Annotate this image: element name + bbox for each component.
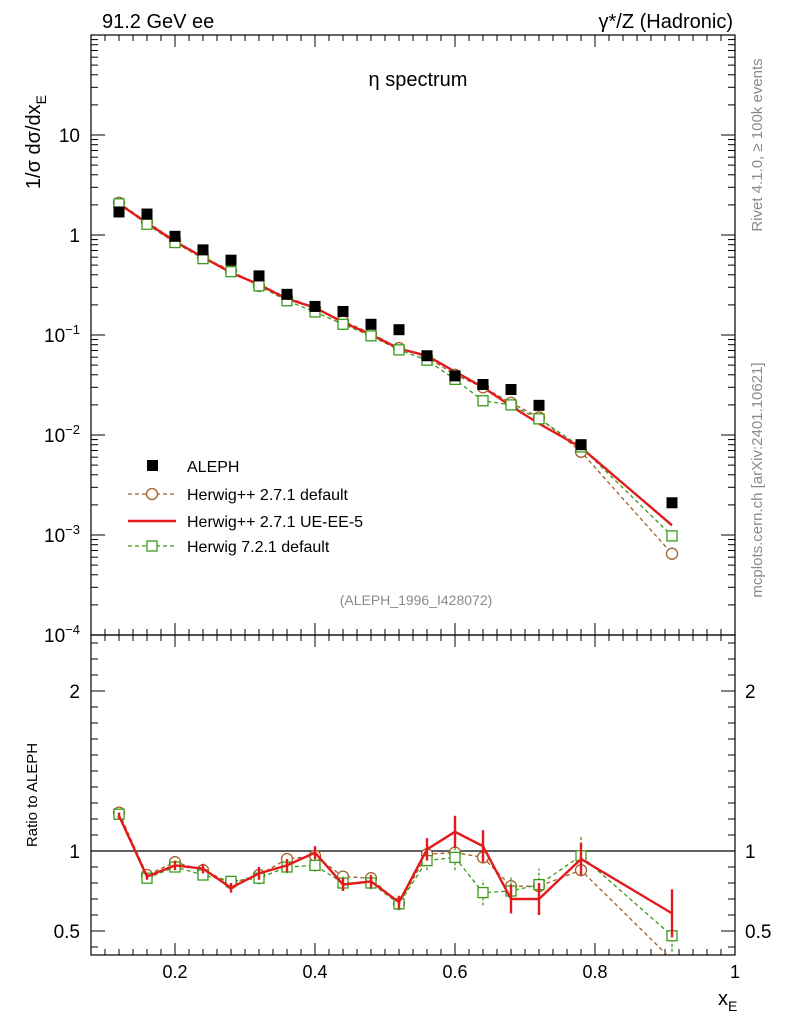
ratio-line-herwigpp_default xyxy=(118,812,669,955)
point-herwig7 xyxy=(225,266,237,278)
ratio-tick-labels: 0.2 0.4 0.6 0.8 10.5 0.51 12 2 xyxy=(54,682,772,982)
point-aleph xyxy=(141,208,153,220)
legend-marker-herwig7 xyxy=(146,540,158,552)
main-y-axis-label: 1/σ dσ/dxE xyxy=(23,95,49,189)
point-aleph xyxy=(281,288,293,300)
main-y-axis-label-text: 1/σ dσ/dxE xyxy=(23,95,49,189)
legend-entry-herwigpp-default: Herwig++ 2.7.1 default xyxy=(128,487,349,504)
y-tick-label: 10−2 xyxy=(44,422,80,447)
point-aleph xyxy=(225,254,237,266)
ratio-point-herwig7 xyxy=(309,859,321,872)
ratio-y-tick-label-right: 2 xyxy=(745,682,756,703)
point-aleph xyxy=(505,384,517,396)
point-aleph xyxy=(477,378,489,390)
ratio-axis-ticks xyxy=(91,635,736,955)
ratio-line-herwigpp_ueee5 xyxy=(117,815,673,915)
legend-entry-herwigpp-ueee5: Herwig++ 2.7.1 UE-EE-5 xyxy=(128,514,363,531)
ratio-y-axis-label: Ratio to ALEPH xyxy=(24,743,41,847)
x-tick-label: 0.6 xyxy=(442,962,467,982)
point-aleph xyxy=(169,230,181,242)
point-herwig7 xyxy=(533,413,545,425)
point-herwig7 xyxy=(141,218,153,230)
point-aleph xyxy=(575,439,587,451)
point-aleph xyxy=(113,206,125,218)
legend-entry-aleph: ALEPH xyxy=(147,459,239,476)
y-tick-label: 10 xyxy=(59,126,80,147)
legend-marker-aleph xyxy=(147,460,158,471)
point-herwig7 xyxy=(393,344,405,356)
ratio-y-tick-label-right: 1 xyxy=(745,842,756,863)
point-aleph xyxy=(533,399,545,411)
ratio-panel-series xyxy=(112,806,678,955)
main-y-tick-labels: 10 1 10−1 10−2 10−3 10−4 xyxy=(44,126,80,647)
ratio-y-tick-label-left: 2 xyxy=(69,682,80,703)
point-aleph xyxy=(253,270,265,282)
header-energy: 91.2 GeV ee xyxy=(102,11,214,33)
mcplots-credit-label: mcplots.cern.ch [arXiv:2401.10621] xyxy=(749,362,766,597)
rivet-version-label: Rivet 4.1.0, ≥ 100k events xyxy=(749,58,766,231)
point-herwig7 xyxy=(477,395,489,407)
point-herwig7 xyxy=(666,530,678,542)
x-tick-label: 0.2 xyxy=(162,962,187,982)
point-aleph xyxy=(666,497,678,509)
point-herwig7 xyxy=(365,330,377,342)
analysis-watermark: (ALEPH_1996_I428072) xyxy=(340,592,493,608)
point-aleph xyxy=(393,324,405,336)
ratio-point-herwig7 xyxy=(449,851,461,864)
legend: ALEPH Herwig++ 2.7.1 default Herwig++ 2.… xyxy=(128,459,363,556)
point-herwigpp_default xyxy=(665,547,679,560)
y-tick-label: 10−1 xyxy=(44,322,80,347)
main-panel-series xyxy=(112,196,679,560)
ratio-point-herwig7 xyxy=(477,886,489,899)
point-herwig7 xyxy=(337,318,349,330)
header-process: γ*/Z (Hadronic) xyxy=(599,11,733,33)
point-herwig7 xyxy=(253,280,265,292)
y-tick-label: 1 xyxy=(69,226,80,247)
main-axis-ticks xyxy=(91,35,736,636)
x-tick-label: 0.4 xyxy=(302,962,327,982)
point-aleph xyxy=(197,244,209,256)
legend-label-herwig7: Herwig 7.2.1 default xyxy=(187,539,330,556)
point-aleph xyxy=(309,300,321,312)
ratio-y-tick-label-right: 0.5 xyxy=(745,922,771,943)
x-tick-label: 1 xyxy=(730,962,740,982)
x-axis-label: xE xyxy=(718,988,737,1014)
plot-title: η spectrum xyxy=(369,69,468,91)
y-tick-label: 10−4 xyxy=(44,622,80,647)
point-aleph xyxy=(337,305,349,317)
point-herwig7 xyxy=(505,399,517,411)
point-aleph xyxy=(449,370,461,382)
ratio-y-tick-label-left: 0.5 xyxy=(54,922,80,943)
ratio-panel-frame xyxy=(90,634,736,956)
legend-label-herwigpp-default: Herwig++ 2.7.1 default xyxy=(187,487,349,504)
legend-label-aleph: ALEPH xyxy=(187,459,239,476)
x-tick-label: 0.8 xyxy=(582,962,607,982)
point-aleph xyxy=(421,350,433,362)
legend-label-herwigpp-ueee5: Herwig++ 2.7.1 UE-EE-5 xyxy=(187,514,363,531)
point-aleph xyxy=(365,318,377,330)
ratio-y-tick-label-left: 1 xyxy=(69,842,80,863)
legend-marker-herwigpp-default xyxy=(145,487,159,501)
y-tick-label: 10−3 xyxy=(44,522,80,547)
legend-entry-herwig7: Herwig 7.2.1 default xyxy=(128,539,330,556)
